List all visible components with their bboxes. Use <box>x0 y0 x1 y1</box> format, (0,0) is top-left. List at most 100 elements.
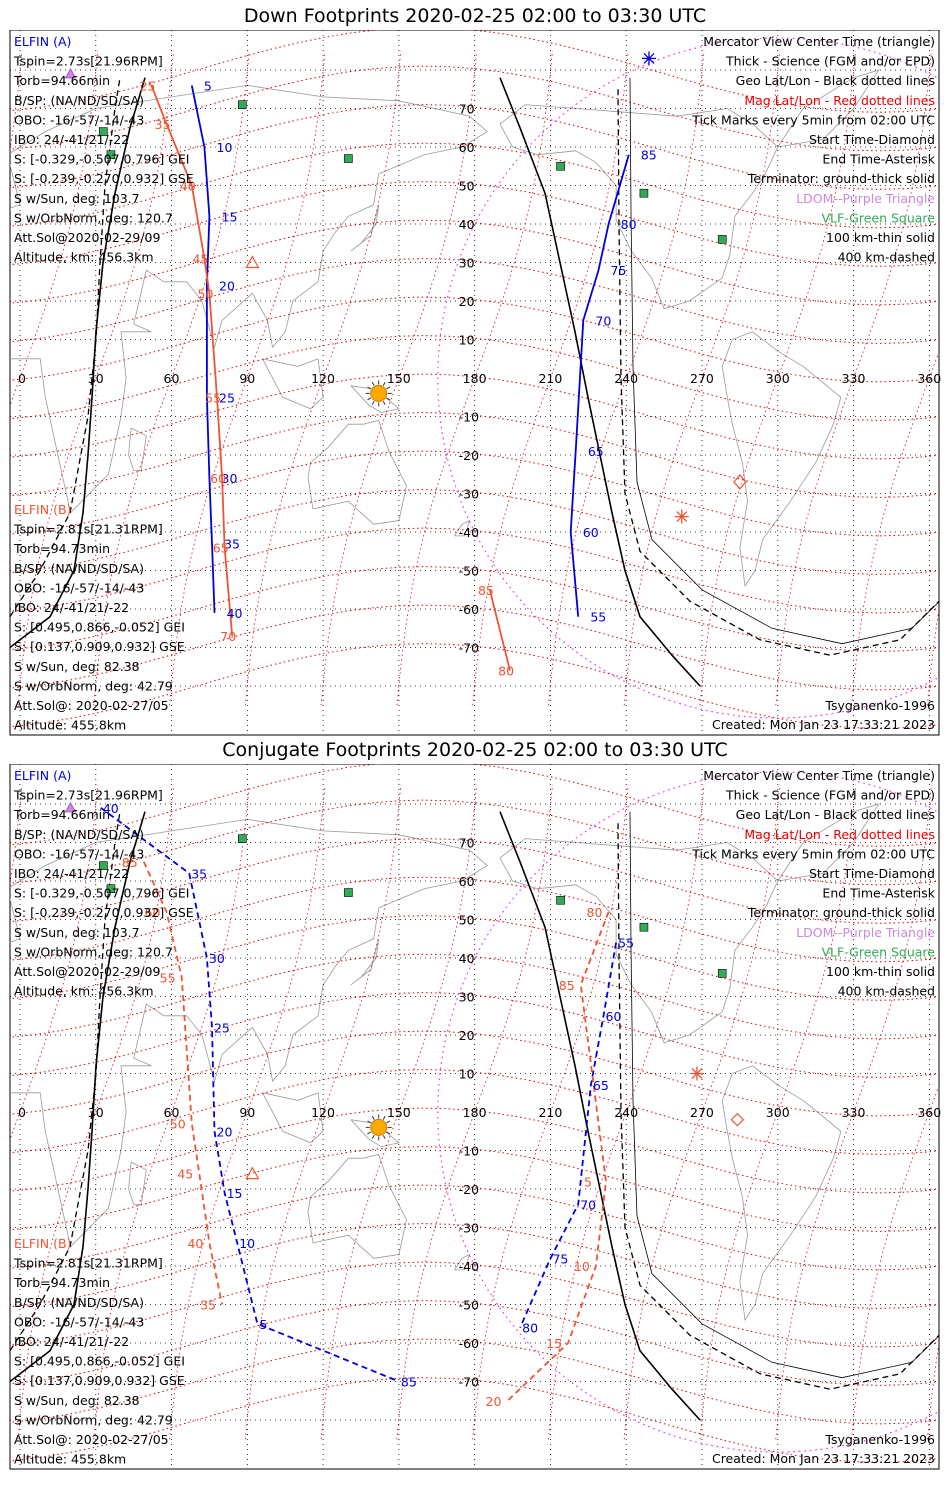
elfin-b-tick-label: 85 <box>559 978 575 993</box>
legend-line: Start Time-Diamond <box>809 866 935 881</box>
vlf-square <box>344 154 353 163</box>
legend-line: Thick - Science (FGM and/or EPD) <box>725 788 935 803</box>
lon-tick-label: 120 <box>311 1105 335 1120</box>
mag-parallel <box>10 1107 939 1194</box>
elfin-a-info-line: Att.Sol@2020-02-29/09 <box>14 230 160 245</box>
lon-tick-label: 180 <box>463 1105 487 1120</box>
mag-meridian <box>775 50 932 706</box>
down-panel-title: Down Footprints 2020-02-25 02:00 to 03:3… <box>243 5 707 27</box>
elfin-b-info-line: OBO: -16/-57/-14/-43 <box>14 580 144 595</box>
elfin-b-info-line: Altitude: 455.8km <box>14 1452 126 1467</box>
legend-line: Mag Lat/Lon - Red dotted lines <box>744 827 935 842</box>
mag-meridian <box>93 784 250 1440</box>
mag-parallel <box>10 1223 939 1309</box>
elfin-b-tick-label: 65 <box>213 540 229 555</box>
mag-parallel <box>10 296 939 383</box>
elfin-b-track <box>150 85 234 637</box>
mag-parallel <box>10 764 939 847</box>
terminator-right <box>499 77 701 687</box>
lon-tick-label: 0 <box>18 371 26 386</box>
elfin-a-track <box>190 85 216 613</box>
elfin-a-info-line: B/SP: (NA/ND/SD/SA) <box>14 93 144 108</box>
legend-line: Tick Marks every 5min from 02:00 UTC <box>691 846 935 861</box>
mag-meridian <box>396 784 553 1440</box>
vlf-square <box>717 235 727 244</box>
lat-tick-label: -60 <box>459 1336 479 1351</box>
mag-parallel <box>10 65 939 152</box>
elfin-b-tick-label: 80 <box>587 905 603 920</box>
lon-tick-label: 300 <box>766 371 790 386</box>
lat-tick-label: 40 <box>459 217 475 232</box>
elfin-a-info-line: S: [-0.329,-0.507,0.796] GEI <box>14 886 189 901</box>
terminator-100km-right <box>629 811 939 1379</box>
legend-line: 400 km-dashed <box>838 250 935 265</box>
elfin-a-info-line: IBO: 24/-41/21/-22 <box>14 132 129 147</box>
lat-tick-label: 50 <box>459 179 475 194</box>
lon-tick-label: 300 <box>766 1105 790 1120</box>
land-outline <box>262 1092 324 1144</box>
elfin-b-info-line: S w/OrbNorm, deg: 42.79 <box>14 678 173 693</box>
elfin-b-tick-label: 35 <box>155 117 171 132</box>
lat-tick-label: -40 <box>459 525 479 540</box>
elfin-a-tick-label: 85 <box>401 1375 417 1390</box>
mag-parallel <box>10 104 939 190</box>
sun-ray <box>367 386 372 390</box>
lon-tick-label: 30 <box>88 371 104 386</box>
elfin-a-name: ELFIN (A) <box>14 34 71 49</box>
model-label: Tsyganenko-1996 <box>824 698 935 713</box>
vlf-square <box>639 188 649 198</box>
legend-line: VLF-Green Square <box>821 210 935 225</box>
land-outline <box>350 938 380 986</box>
sun-ray <box>371 381 375 386</box>
lon-tick-label: 360 <box>917 1105 941 1120</box>
lon-tick-label: 150 <box>387 371 411 386</box>
center-triangle <box>245 1166 260 1180</box>
legend-line: 400 km-dashed <box>838 984 935 999</box>
elfin-a-tick-label: 15 <box>227 1186 243 1201</box>
mag-parallel <box>10 450 939 537</box>
elfin-b-name: ELFIN (B) <box>14 502 71 517</box>
elfin-b-info-line: S: [0.495,0.866,-0.052] GEI <box>14 1354 185 1369</box>
elfin-a-info-line: S w/OrbNorm, deg: 120.7 <box>14 944 173 959</box>
elfin-b-tick-label: 55 <box>205 390 221 405</box>
elfin-b-info-line: Att.Sol@: 2020-02-27/05 <box>14 1432 169 1447</box>
lat-tick-label: 60 <box>459 140 475 155</box>
terminator-400km-right <box>617 823 939 1390</box>
terminator-400km-left <box>10 77 121 618</box>
elfin-b-info-line: S: [0.495,0.866,-0.052] GEI <box>14 620 185 635</box>
mag-meridian <box>699 784 856 1440</box>
mag-parallel <box>10 373 939 460</box>
elfin-a-tick-label: 5 <box>204 78 212 93</box>
lat-tick-label: 30 <box>459 990 475 1005</box>
lon-tick-label: 30 <box>88 1105 104 1120</box>
mag-meridian <box>623 50 781 706</box>
sun-ray <box>386 386 391 390</box>
mag-meridian <box>244 784 402 1440</box>
sun-ray <box>371 400 375 405</box>
sun-ray <box>371 1134 375 1139</box>
elfin-b-tick-label: 60 <box>210 471 226 486</box>
elfin-a-tick-label: 5 <box>259 1317 267 1332</box>
lon-tick-label: 240 <box>614 371 638 386</box>
vlf-square <box>717 969 727 978</box>
land-outline <box>721 331 842 588</box>
lon-tick-label: 210 <box>538 371 562 386</box>
legend-line: End Time-Asterisk <box>822 886 935 901</box>
elfin-a-tick-label: 80 <box>522 1321 538 1336</box>
mag-parallel <box>10 335 939 421</box>
elfin-b-track <box>142 861 223 1305</box>
elfin-b-track <box>488 589 511 671</box>
elfin-b-info-line: Torb=94.73min <box>13 1275 110 1290</box>
elfin-a-tick-label: 40 <box>103 801 119 816</box>
end-asterisk <box>641 51 656 66</box>
mag-meridian <box>244 50 402 706</box>
elfin-b-tick-label: 50 <box>170 1117 186 1132</box>
elfin-a-info-line: OBO: -16/-57/-14/-43 <box>14 112 144 127</box>
legend-line: Thick - Science (FGM and/or EPD) <box>725 54 935 69</box>
vlf-square <box>99 861 108 870</box>
mag-meridian <box>775 784 932 1440</box>
mag-parallel <box>10 604 939 691</box>
elfin-a-info-line: Torb=94.66min <box>13 73 110 88</box>
elfin-b-tick-label: 10 <box>574 1259 590 1274</box>
terminator-100km-right <box>629 77 939 645</box>
